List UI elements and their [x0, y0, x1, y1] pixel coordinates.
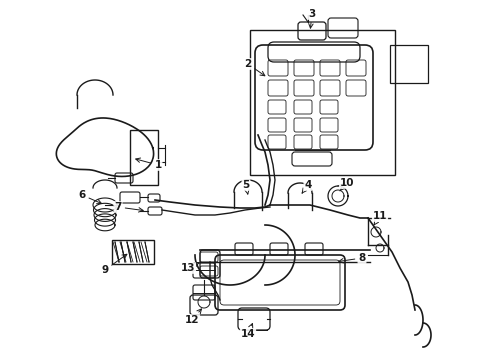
- Bar: [250, 30, 395, 175]
- Bar: [130, 130, 158, 185]
- Text: 3: 3: [308, 9, 316, 28]
- Text: 10: 10: [340, 178, 354, 191]
- Text: 9: 9: [101, 254, 127, 275]
- Text: 12: 12: [185, 309, 201, 325]
- Text: 2: 2: [245, 59, 265, 76]
- Text: 11: 11: [373, 211, 387, 225]
- Text: 7: 7: [114, 202, 143, 212]
- Text: 8: 8: [339, 253, 366, 263]
- Text: 14: 14: [241, 324, 255, 339]
- Text: 4: 4: [302, 180, 312, 193]
- Text: 6: 6: [78, 190, 101, 204]
- Text: 5: 5: [243, 180, 249, 194]
- Text: 13: 13: [181, 262, 199, 273]
- Bar: [112, 240, 154, 264]
- Bar: [390, 45, 428, 83]
- Text: 1: 1: [136, 158, 162, 170]
